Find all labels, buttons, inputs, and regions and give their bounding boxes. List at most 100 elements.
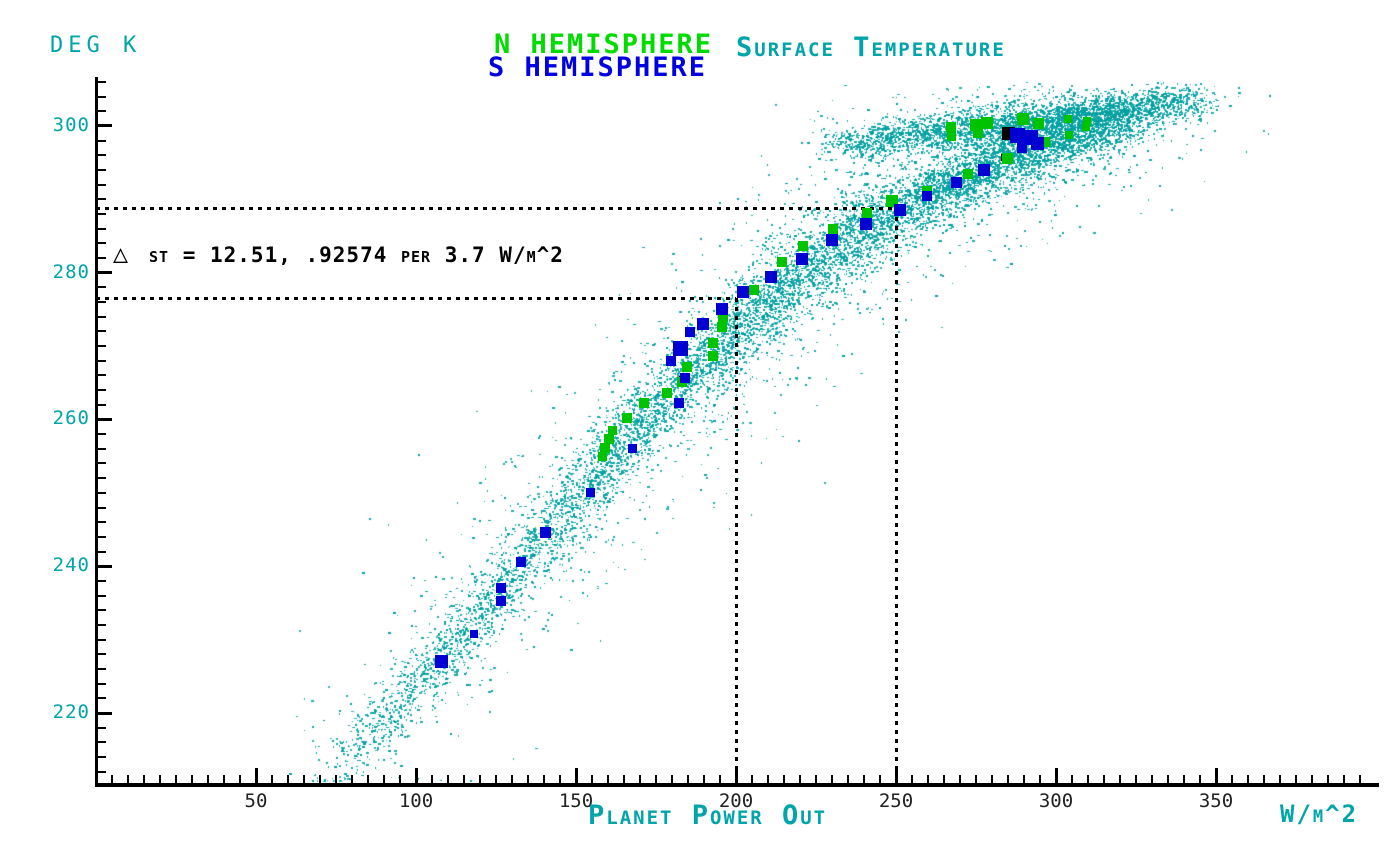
x-minor-tick — [847, 775, 849, 783]
y-minor-tick — [98, 256, 106, 259]
x-tick-label: 350 — [1198, 790, 1234, 812]
y-minor-tick — [98, 168, 106, 171]
n-hemisphere-marker — [661, 388, 672, 399]
x-axis-unit-label: W/m^2 — [1280, 800, 1359, 828]
x-minor-tick — [367, 775, 369, 783]
y-tick-label: 300 — [52, 113, 90, 136]
x-tick-label: 100 — [398, 790, 434, 812]
y-minor-tick — [98, 198, 106, 201]
x-minor-tick — [879, 775, 881, 783]
x-minor-tick — [703, 775, 705, 783]
x-minor-tick — [1247, 775, 1249, 783]
y-minor-tick — [98, 726, 106, 729]
y-minor-tick — [98, 609, 106, 612]
y-major-tick — [98, 564, 112, 568]
x-minor-tick — [143, 775, 145, 783]
n-hemisphere-marker — [682, 362, 693, 373]
y-minor-tick — [98, 242, 106, 245]
x-minor-tick — [511, 775, 513, 783]
x-minor-tick — [495, 775, 497, 783]
y-major-tick — [98, 711, 112, 715]
n-hemisphere-marker — [707, 338, 718, 349]
y-minor-tick — [98, 550, 106, 553]
s-hemisphere-marker — [950, 176, 962, 188]
y-major-tick — [98, 417, 112, 421]
y-tick-label: 280 — [52, 260, 90, 283]
x-minor-tick — [591, 775, 593, 783]
y-minor-tick — [98, 95, 106, 98]
y-minor-tick — [98, 491, 106, 494]
x-minor-tick — [1135, 775, 1137, 783]
x-minor-tick — [1295, 775, 1297, 783]
x-minor-tick — [1311, 775, 1313, 783]
x-minor-tick — [191, 775, 193, 783]
y-minor-tick — [98, 741, 106, 744]
s-hemisphere-marker — [628, 443, 638, 453]
x-axis-line — [95, 783, 1379, 787]
s-hemisphere-marker — [680, 373, 691, 384]
x-minor-tick — [239, 775, 241, 783]
x-minor-tick — [383, 775, 385, 783]
y-minor-tick — [98, 638, 106, 641]
x-minor-tick — [1343, 775, 1345, 783]
x-major-tick — [894, 768, 898, 783]
x-minor-tick — [1327, 775, 1329, 783]
x-minor-tick — [335, 775, 337, 783]
n-hemisphere-marker — [1033, 118, 1045, 130]
y-minor-tick — [98, 770, 106, 773]
x-minor-tick — [831, 775, 833, 783]
x-minor-tick — [623, 775, 625, 783]
n-hemisphere-marker — [980, 116, 993, 129]
x-minor-tick — [479, 775, 481, 783]
x-tick-label: 250 — [878, 790, 914, 812]
x-minor-tick — [543, 775, 545, 783]
x-minor-tick — [1279, 775, 1281, 783]
y-minor-tick — [98, 227, 106, 230]
x-minor-tick — [1039, 775, 1041, 783]
x-minor-tick — [751, 775, 753, 783]
s-hemisphere-marker — [978, 163, 990, 176]
y-major-tick — [98, 124, 112, 128]
n-hemisphere-marker — [597, 452, 607, 462]
x-minor-tick — [1087, 775, 1089, 783]
y-major-tick — [98, 271, 112, 275]
dotted-reference-line-vertical — [894, 208, 898, 785]
x-minor-tick — [943, 775, 945, 783]
x-minor-tick — [911, 775, 913, 783]
n-hemisphere-marker — [607, 425, 617, 435]
n-hemisphere-marker — [600, 443, 611, 454]
x-minor-tick — [975, 775, 977, 783]
x-minor-tick — [927, 775, 929, 783]
x-minor-tick — [959, 775, 961, 783]
x-minor-tick — [799, 775, 801, 783]
x-minor-tick — [463, 775, 465, 783]
s-hemisphere-marker — [470, 629, 479, 638]
x-minor-tick — [607, 775, 609, 783]
y-minor-tick — [98, 345, 106, 348]
dotted-reference-line-vertical — [734, 298, 738, 785]
x-minor-tick — [671, 775, 673, 783]
x-minor-tick — [1167, 775, 1169, 783]
x-minor-tick — [1071, 775, 1073, 783]
x-minor-tick — [447, 775, 449, 783]
n-hemisphere-marker — [946, 122, 957, 133]
x-minor-tick — [1007, 775, 1009, 783]
n-hemisphere-marker — [972, 128, 983, 139]
x-minor-tick — [767, 775, 769, 783]
x-major-tick — [1214, 768, 1218, 783]
y-axis-line — [95, 77, 98, 785]
y-minor-tick — [98, 697, 106, 700]
x-minor-tick — [111, 775, 113, 783]
n-hemisphere-marker — [797, 241, 808, 252]
y-tick-label: 260 — [52, 407, 90, 430]
x-minor-tick — [303, 775, 305, 783]
x-minor-tick — [1199, 775, 1201, 783]
s-hemisphere-marker — [672, 340, 688, 356]
delta-triangle-icon: △ — [113, 239, 129, 268]
y-minor-tick — [98, 521, 106, 524]
x-minor-tick — [559, 775, 561, 783]
x-minor-tick — [1103, 775, 1105, 783]
y-minor-tick — [98, 389, 106, 392]
n-hemisphere-marker — [861, 208, 872, 219]
